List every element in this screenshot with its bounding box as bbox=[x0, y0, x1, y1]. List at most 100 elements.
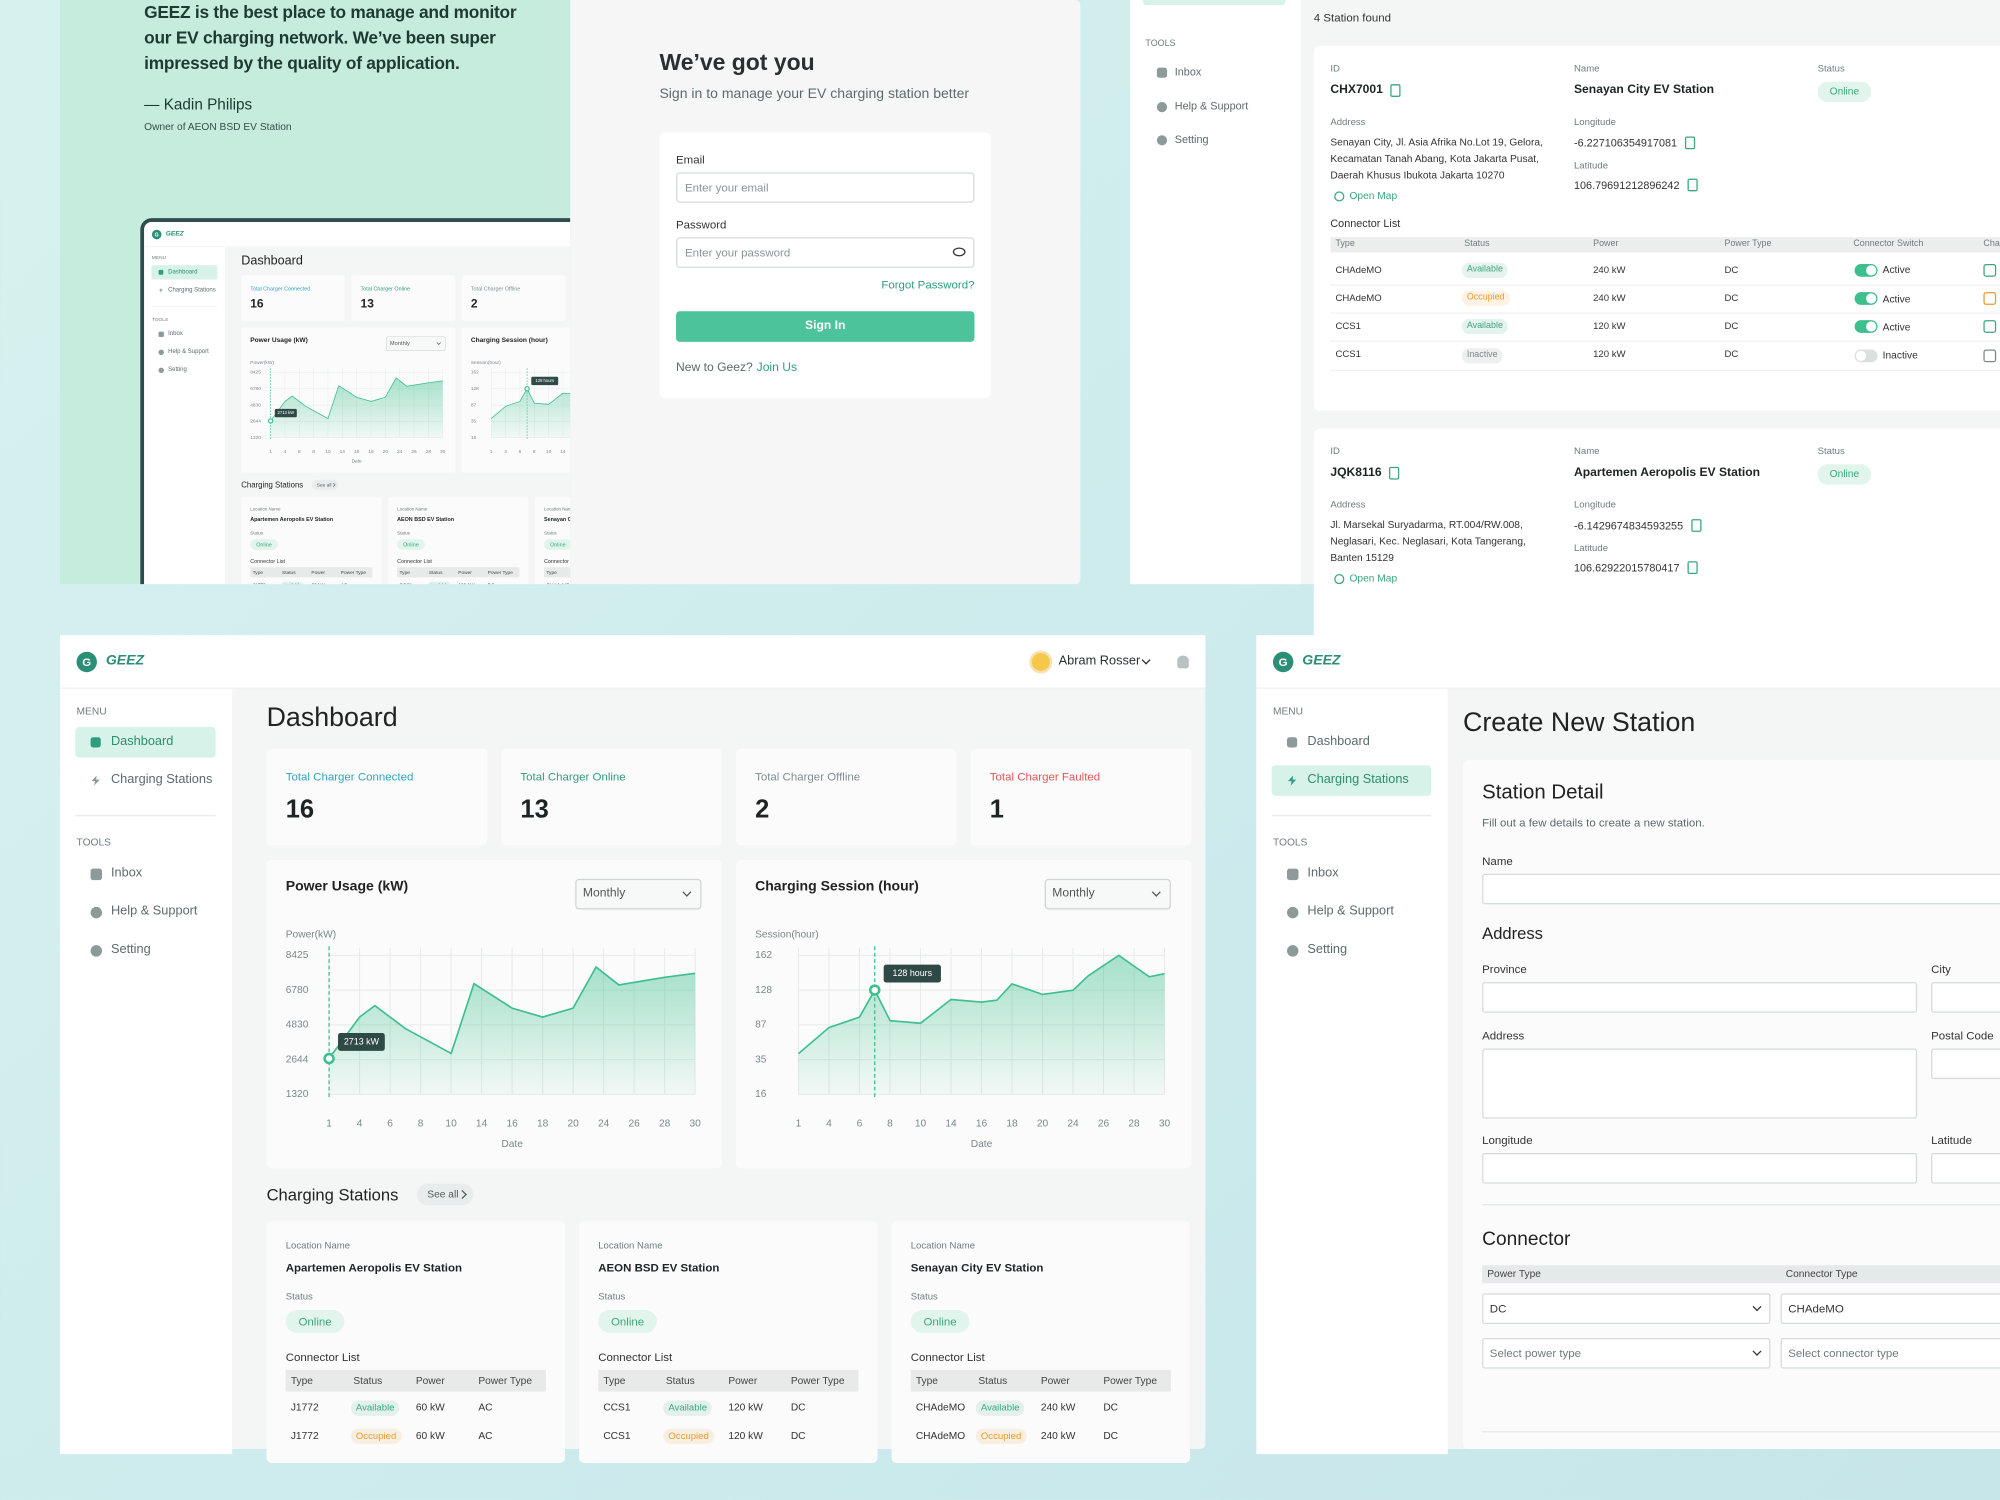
text-input[interactable] bbox=[1482, 1048, 1918, 1119]
stat-card: Total Charger Offline 2 bbox=[461, 275, 566, 321]
text-input[interactable]: CHAdeMO bbox=[1780, 1293, 2000, 1324]
menu-item[interactable]: Charging Stations bbox=[1307, 772, 1409, 787]
tool-item[interactable]: Help & Support bbox=[1307, 904, 1394, 919]
cell: AC bbox=[478, 1430, 493, 1442]
y-tick-label: 128 bbox=[755, 985, 772, 996]
area-fill bbox=[491, 388, 571, 438]
text-input[interactable]: Select connector type bbox=[1780, 1338, 2000, 1369]
cell: J1772 bbox=[253, 582, 266, 584]
menu-active bbox=[151, 265, 218, 280]
period-select[interactable]: Monthly bbox=[386, 336, 446, 351]
tool-item[interactable]: Help & Support bbox=[110, 904, 198, 919]
text-input[interactable] bbox=[1482, 1153, 1918, 1184]
action-icon[interactable] bbox=[1983, 264, 1997, 277]
menu-item[interactable]: Charging Stations bbox=[168, 286, 216, 294]
stat-card: Total Charger Online 13 bbox=[501, 748, 722, 846]
logo-letter: G bbox=[82, 655, 92, 669]
cell: DC bbox=[488, 582, 495, 584]
forgot-link[interactable]: Forgot Password? bbox=[881, 277, 975, 291]
placeholder: Select power type bbox=[1489, 1346, 1582, 1360]
toggle[interactable] bbox=[1854, 348, 1878, 362]
station-name: AEON BSD EV Station bbox=[397, 516, 455, 523]
tool-icon bbox=[1156, 67, 1168, 78]
user-name[interactable]: Abram Rosser bbox=[1058, 654, 1141, 669]
map-icon bbox=[1334, 191, 1345, 202]
password-input[interactable]: Enter your password bbox=[676, 237, 975, 268]
sidebar bbox=[1256, 688, 1448, 1455]
station-name: Apartemen Aeropolis EV Station bbox=[285, 1261, 462, 1274]
text-input[interactable] bbox=[1931, 1048, 2000, 1080]
tool-item[interactable]: Setting bbox=[1307, 942, 1348, 957]
see-all[interactable]: See all bbox=[311, 479, 339, 490]
text-input[interactable] bbox=[1931, 1153, 2000, 1184]
text-input[interactable] bbox=[1931, 982, 2000, 1013]
text-input[interactable] bbox=[1482, 982, 1918, 1013]
stat-card: Total Charger Connected 16 bbox=[266, 748, 488, 846]
status-cell: Occupied bbox=[663, 1428, 714, 1444]
tooltip-box bbox=[531, 376, 559, 386]
period-select[interactable]: Monthly bbox=[575, 878, 702, 910]
switch-label: Active bbox=[1882, 321, 1911, 333]
column-header: Connector Type bbox=[1785, 1268, 1858, 1280]
table-header bbox=[250, 567, 373, 578]
chart-card: Power Usage (kW) Monthly Power(kW) 1320 2644… bbox=[241, 327, 456, 473]
y-tick-label: 8425 bbox=[286, 950, 309, 961]
menu-item[interactable]: Dashboard bbox=[110, 734, 174, 749]
tool-item[interactable]: Help & Support bbox=[168, 348, 209, 356]
tool-item[interactable]: Inbox bbox=[1174, 65, 1202, 78]
group-title: Address bbox=[1482, 923, 1543, 943]
see-all-label: See all bbox=[427, 1188, 459, 1201]
tool-item[interactable]: Setting bbox=[1174, 132, 1209, 146]
column-header: Status bbox=[353, 1374, 383, 1387]
x-tick-label: 8 bbox=[312, 449, 315, 455]
sign-in-button[interactable]: Sign In bbox=[676, 311, 975, 342]
tool-icon bbox=[1286, 868, 1299, 881]
menu-item[interactable]: Dashboard bbox=[1307, 734, 1370, 749]
series-line bbox=[270, 377, 443, 422]
action-icon[interactable] bbox=[1983, 320, 1997, 334]
open-map-link[interactable]: Open Map bbox=[1349, 190, 1398, 203]
signup-prompt: New to Geez? bbox=[676, 360, 753, 375]
tool-item[interactable]: Help & Support bbox=[1174, 98, 1249, 112]
text-input[interactable]: Select power type bbox=[1482, 1338, 1771, 1369]
field-label: Province bbox=[1482, 962, 1527, 976]
menu-item[interactable]: Dashboard bbox=[168, 268, 198, 276]
toggle-knob bbox=[1855, 350, 1867, 361]
text-input[interactable] bbox=[1482, 873, 2000, 905]
input-value: CHAdeMO bbox=[1788, 1301, 1844, 1315]
period-select[interactable]: Monthly bbox=[1044, 878, 1171, 910]
menu-item[interactable]: Charging Stations bbox=[110, 772, 213, 787]
x-tick-label: 8 bbox=[533, 449, 536, 455]
action-icon[interactable] bbox=[1983, 292, 1997, 306]
column-header: Status bbox=[1464, 239, 1490, 249]
tool-item[interactable]: Inbox bbox=[168, 330, 183, 338]
cell: CCS1 bbox=[1335, 348, 1361, 361]
bell-icon[interactable] bbox=[1177, 655, 1189, 669]
create-station-panel: G GEEZ MENU Dashboard Charging Stations TOOLS… bbox=[1256, 635, 2000, 1455]
tool-item[interactable]: Inbox bbox=[1307, 866, 1339, 881]
signup-link[interactable]: Join Us bbox=[756, 360, 798, 375]
column-header: Status bbox=[665, 1374, 695, 1387]
toggle[interactable] bbox=[1854, 320, 1878, 334]
email-input[interactable]: Enter your email bbox=[676, 172, 975, 203]
tool-item[interactable]: Inbox bbox=[110, 866, 143, 881]
text-input[interactable]: DC bbox=[1482, 1293, 1771, 1324]
tool-item[interactable]: Setting bbox=[110, 942, 151, 957]
y-tick-label: 35 bbox=[471, 419, 477, 425]
y-tick-label: 6780 bbox=[286, 985, 309, 996]
stat-label: Total Charger Faulted bbox=[989, 770, 1101, 783]
see-all[interactable]: See all bbox=[417, 1183, 474, 1206]
field-label: Connector List bbox=[285, 1350, 360, 1364]
menu-active bbox=[1271, 765, 1432, 796]
status-pill: Online bbox=[598, 1309, 657, 1333]
x-tick-label: 24 bbox=[598, 1118, 610, 1129]
toggle[interactable] bbox=[1854, 292, 1878, 306]
action-icon[interactable] bbox=[1983, 348, 1997, 362]
y-tick-label: 2644 bbox=[250, 419, 261, 425]
open-map-link[interactable]: Open Map bbox=[1349, 573, 1398, 585]
x-tick-label: 30 bbox=[440, 449, 446, 455]
tool-item[interactable]: Setting bbox=[168, 366, 187, 374]
field-label: Connector List bbox=[910, 1350, 985, 1364]
toggle[interactable] bbox=[1854, 264, 1878, 277]
latitude: 106.79691212896242 bbox=[1573, 178, 1680, 192]
